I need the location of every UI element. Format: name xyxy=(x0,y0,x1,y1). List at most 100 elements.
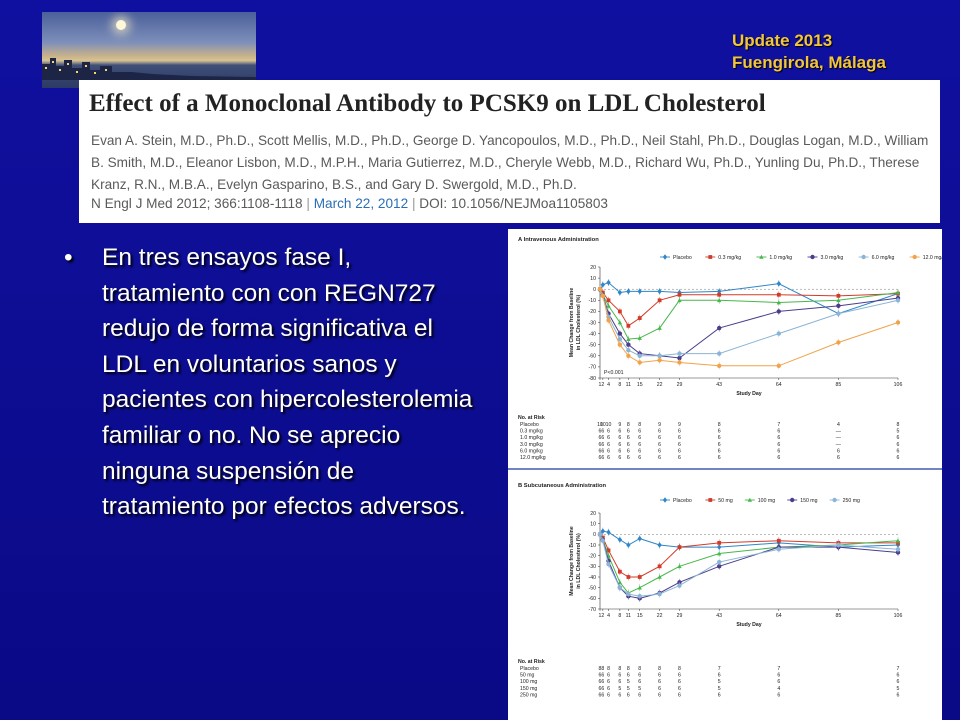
panel-b-legend-marker xyxy=(708,498,713,502)
panel-a-data-point xyxy=(626,348,631,353)
panel-a-data-point xyxy=(717,298,722,303)
panel-b-y-tick-label: -60 xyxy=(589,596,597,602)
panel-b-x-tick-label: 22 xyxy=(657,613,663,619)
panel-b-y-tick-label: -40 xyxy=(589,575,597,581)
panel-a-data-point xyxy=(617,336,623,342)
panel-b-data-point xyxy=(637,575,642,579)
panel-a-y-axis-label: Mean Change from Baseline xyxy=(569,288,575,358)
panel-a-data-point xyxy=(626,353,631,358)
panel-b-data-point xyxy=(776,538,781,543)
panel-a-data-point xyxy=(836,311,841,316)
panel-a-y-tick-label: -70 xyxy=(589,365,597,371)
panel-b-risk-count: 6 xyxy=(627,692,630,698)
panel-a-data-point xyxy=(617,309,622,314)
panel-a-legend-label: 3.0 mg/kg xyxy=(821,255,844,261)
panel-b-data-point xyxy=(626,575,631,579)
panel-b-y-tick-label: -20 xyxy=(589,553,597,559)
panel-a-data-point xyxy=(637,288,642,295)
panel-a-y-tick-label: -30 xyxy=(589,320,597,326)
panel-b-risk-count: 8 xyxy=(638,666,641,672)
panel-a-data-point xyxy=(606,279,611,286)
panel-b-data-point xyxy=(597,532,603,537)
panel-b-risk-count: 5 xyxy=(638,686,641,692)
panel-a-data-point xyxy=(776,292,781,297)
panel-b-risk-count: 5 xyxy=(627,686,630,692)
panel-a-risk-count: 6 xyxy=(618,429,621,435)
panel-b-risk-count: 6 xyxy=(678,673,681,679)
panel-b-risk-count: 6 xyxy=(607,686,610,692)
panel-a-data-point xyxy=(617,331,623,336)
panel-a-risk-count: 6 xyxy=(618,455,621,461)
panel-a-risk-count: 6 xyxy=(777,442,780,448)
panel-a-risk-count: 6 xyxy=(658,442,661,448)
panel-a-series-line xyxy=(599,289,899,357)
panel-b-risk-count: 5 xyxy=(718,686,721,692)
article-title: Effect of a Monoclonal Antibody to PCSK9… xyxy=(89,90,766,117)
panel-b-risk-count: 6 xyxy=(777,679,780,685)
panel-b-title: B Subcutaneous Administration xyxy=(518,483,606,489)
panel-a-data-point xyxy=(637,316,642,320)
panel-b-risk-count: 6 xyxy=(718,692,721,698)
panel-b-risk-count: 6 xyxy=(607,692,610,698)
panel-b-data-point xyxy=(836,542,841,548)
panel-b-risk-row-label: 150 mg xyxy=(520,686,537,692)
panel-a-risk-count: 6 xyxy=(777,448,780,454)
panel-a-x-tick-label: 4 xyxy=(607,382,610,388)
panel-a-series-line xyxy=(599,288,899,327)
panel-a-data-point xyxy=(776,309,781,314)
panel-a-x-tick-label: 22 xyxy=(657,382,663,388)
panel-a-risk-count: 8 xyxy=(627,422,630,428)
panel-a-risk-count: 6 xyxy=(607,435,610,441)
panel-a-data-point xyxy=(657,325,662,330)
panel-b-data-point xyxy=(617,569,622,574)
panel-a-risk-count: 6 xyxy=(627,435,630,441)
panel-b-data-point xyxy=(717,559,722,565)
panel-a-x-tick-label: 29 xyxy=(677,382,683,388)
panel-a-data-point xyxy=(677,355,682,361)
panel-b-y-tick-label: -30 xyxy=(589,564,597,570)
event-location: Fuengirola, Málaga xyxy=(732,53,886,72)
panel-b-risk-count: 8 xyxy=(599,666,602,672)
panel-a-x-tick-label: 85 xyxy=(836,382,842,388)
panel-a-data-point xyxy=(626,336,631,341)
panel-a-x-tick-label: 15 xyxy=(637,382,643,388)
panel-a-risk-count: 7 xyxy=(777,422,780,428)
panel-b-risk-count: 6 xyxy=(658,686,661,692)
panel-b-legend-marker xyxy=(832,497,837,503)
panel-b-y-axis-label: in LDL Cholesterol (%) xyxy=(576,533,582,589)
panel-b-data-point xyxy=(626,591,631,597)
panel-a-data-point xyxy=(597,287,603,292)
panel-a-annotation: P<0.001 xyxy=(604,370,624,376)
panel-a-risk-count: 6 xyxy=(638,435,641,441)
panel-a-data-point xyxy=(776,300,781,305)
panel-b-x-tick-label: 106 xyxy=(894,613,903,619)
city-skyline-icon xyxy=(42,58,256,80)
panel-a-x-tick-label: 8 xyxy=(618,382,621,388)
panel-a-risk-count: 6 xyxy=(627,448,630,454)
panel-a-risk-count: 10 xyxy=(606,422,612,428)
panel-b-data-point xyxy=(677,564,682,569)
panel-a-risk-count: 6 xyxy=(601,429,604,435)
panel-b-risk-row-label: Placebo xyxy=(520,666,539,672)
panel-a-risk-count: 6 xyxy=(678,442,681,448)
panel-a-legend-label: 12.0 mg/kg xyxy=(923,255,942,261)
panel-b-x-tick-label: 11 xyxy=(626,613,631,619)
panel-a-risk-count: 6 xyxy=(718,442,721,448)
publication-date-link[interactable]: March 22, 2012 xyxy=(313,196,409,211)
panel-a-risk-count: 6 xyxy=(618,442,621,448)
panel-a-x-tick-label: 106 xyxy=(894,382,903,388)
panel-a-risk-count: 6 xyxy=(678,455,681,461)
panel-b-data-point xyxy=(717,551,722,556)
panel-a-data-point xyxy=(677,360,682,365)
panel-a-data-point xyxy=(606,303,611,308)
panel-b-risk-count: 8 xyxy=(678,666,681,672)
panel-a-data-point xyxy=(776,363,781,368)
panel-b-risk-count: 6 xyxy=(718,673,721,679)
panel-a-risk-count: 6 xyxy=(601,448,604,454)
panel-b-x-tick-label: 2 xyxy=(601,613,604,619)
panel-a-risk-count: 6 xyxy=(777,429,780,435)
panel-a-data-point xyxy=(637,335,642,340)
panel-a-data-point xyxy=(836,298,841,303)
panel-b-risk-count: 5 xyxy=(718,679,721,685)
panel-a-risk-count: 6 xyxy=(627,455,630,461)
